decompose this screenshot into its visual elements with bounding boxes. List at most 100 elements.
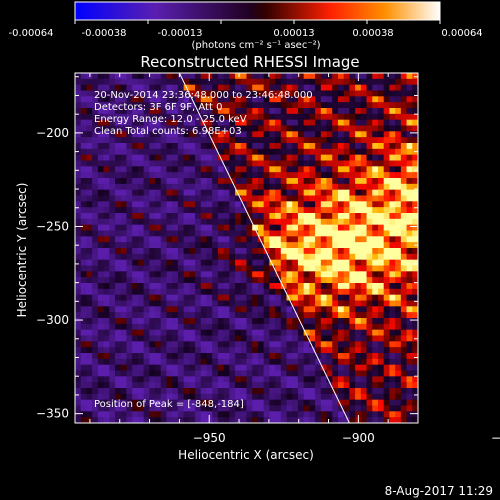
heatmap-cell — [137, 230, 144, 237]
heatmap-cell — [275, 172, 282, 179]
heatmap-cell — [269, 172, 276, 179]
heatmap-cell — [97, 73, 104, 80]
heatmap-cell — [377, 288, 385, 296]
heatmap-cell — [155, 213, 162, 220]
heatmap-cell — [355, 411, 362, 418]
heatmap-cell — [155, 218, 162, 226]
heatmap-cell — [360, 353, 367, 360]
heatmap-cell — [263, 405, 270, 412]
heatmap-cell — [280, 294, 287, 301]
heatmap-cell — [229, 73, 236, 80]
heatmap-cell — [332, 306, 339, 313]
heatmap-cell — [97, 183, 104, 191]
heatmap-cell — [246, 131, 253, 138]
heatmap-cell — [389, 417, 396, 423]
heatmap-cell — [263, 113, 270, 121]
heatmap-cell — [212, 113, 219, 121]
heatmap-cell — [315, 312, 322, 319]
heatmap-cell — [103, 125, 110, 132]
heatmap-cell — [315, 125, 322, 132]
heatmap-cell — [332, 417, 339, 423]
heatmap-cell — [383, 364, 390, 371]
heatmap-cell — [103, 388, 110, 395]
heatmap-cell — [172, 288, 179, 296]
heatmap-cell — [309, 347, 316, 354]
heatmap-cell — [212, 353, 219, 360]
heatmap-cell — [189, 300, 196, 307]
heatmap-cell — [92, 218, 99, 226]
heatmap-cell — [257, 341, 265, 348]
heatmap-cell — [349, 160, 356, 167]
heatmap-cell — [160, 137, 167, 144]
heatmap-cell — [223, 364, 230, 371]
heatmap-cell — [155, 329, 162, 336]
heatmap-cell — [263, 183, 270, 191]
heatmap-cell — [343, 329, 350, 336]
heatmap-cell — [80, 242, 87, 249]
heatmap-cell — [337, 405, 345, 412]
heatmap-cell — [395, 78, 402, 86]
heatmap-cell — [229, 125, 236, 132]
heatmap-cell — [212, 172, 219, 179]
heatmap-cell — [292, 323, 299, 331]
heatmap-cell — [177, 113, 185, 121]
heatmap-cell — [406, 318, 413, 325]
heatmap-cell — [126, 347, 133, 354]
heatmap-cell — [309, 160, 316, 167]
heatmap-cell — [297, 294, 305, 301]
heatmap-cell — [126, 259, 133, 266]
heatmap-cell — [217, 224, 225, 231]
heatmap-cell — [406, 335, 413, 342]
heatmap-cell — [297, 283, 305, 290]
heatmap-cell — [86, 265, 93, 272]
heatmap-cell — [137, 90, 144, 97]
heatmap-cell — [395, 113, 402, 121]
heatmap-cell — [177, 393, 185, 401]
heatmap-cell — [275, 306, 282, 313]
heatmap-cell — [320, 178, 327, 185]
heatmap-cell — [183, 236, 190, 243]
heatmap-cell — [143, 236, 150, 243]
heatmap-cell — [223, 411, 230, 418]
heatmap-cell — [252, 113, 259, 121]
heatmap-cell — [303, 160, 310, 167]
heatmap-cell — [177, 160, 185, 167]
heatmap-cell — [97, 178, 104, 185]
heatmap-cell — [92, 96, 99, 103]
heatmap-cell — [103, 393, 110, 401]
heatmap-cell — [172, 148, 179, 156]
heatmap-cell — [223, 370, 230, 377]
heatmap-cell — [235, 218, 242, 226]
heatmap-cell — [326, 411, 333, 418]
heatmap-cell — [280, 277, 287, 284]
heatmap-cell — [149, 288, 156, 296]
heatmap-cell — [286, 312, 293, 319]
heatmap-cell — [183, 90, 190, 97]
heatmap-cell — [343, 411, 350, 418]
heatmap-cell — [109, 277, 116, 284]
heatmap-cell — [246, 224, 253, 231]
heatmap-cell — [315, 183, 322, 191]
heatmap-cell — [326, 399, 333, 406]
heatmap-cell — [275, 84, 282, 91]
heatmap-cell — [355, 300, 362, 307]
heatmap-cell — [372, 207, 379, 214]
heatmap-cell — [389, 329, 396, 336]
heatmap-cell — [120, 376, 127, 383]
heatmap-cell — [360, 417, 367, 423]
heatmap-cell — [217, 347, 225, 354]
heatmap-cell — [343, 370, 350, 377]
heatmap-cell — [349, 242, 356, 249]
heatmap-cell — [240, 102, 247, 109]
heatmap-cell — [303, 148, 310, 156]
heatmap-cell — [309, 294, 316, 301]
heatmap-cell — [172, 388, 179, 395]
heatmap-cell — [115, 189, 122, 196]
heatmap-cell — [355, 119, 362, 126]
heatmap-cell — [126, 411, 133, 418]
heatmap-cell — [320, 376, 327, 383]
heatmap-cell — [103, 259, 110, 266]
heatmap-cell — [366, 78, 373, 86]
heatmap-cell — [366, 125, 373, 132]
heatmap-cell — [303, 183, 310, 191]
